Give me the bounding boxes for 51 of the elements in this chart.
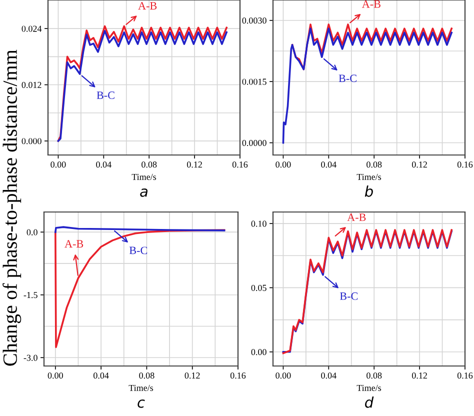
y-tick-label: 0.012 [22, 82, 42, 88]
annotation: B-C [340, 292, 358, 300]
x-axis-title: Time/s [132, 174, 156, 180]
x-tick-label: 0.16 [230, 372, 246, 379]
annotation: A-B [347, 214, 366, 221]
x-tick-label: 0.04 [321, 162, 336, 168]
x-tick-label: 0.12 [187, 162, 202, 168]
x-tick-label: 0.08 [366, 372, 382, 379]
y-tick-label: -3.0 [24, 354, 38, 361]
y-tick-label: -1.5 [24, 292, 38, 298]
y-tick-label: 0.0030 [242, 18, 266, 24]
text: a [140, 188, 148, 197]
x-axis-title: Time/s [128, 384, 154, 391]
x-tick-label: 0.16 [457, 162, 473, 168]
x-tick-label: 0.00 [50, 162, 66, 168]
y-axis-title: Change of phase-to-phase distance/mm [2, 50, 22, 366]
annotation: A-B [362, 0, 380, 8]
y-tick-label: 0.0015 [242, 78, 266, 85]
line-series [282, 28, 452, 144]
annotation: A-B [64, 240, 84, 248]
x-tick-label: 0.00 [276, 162, 291, 168]
annotation: B-C [338, 74, 356, 82]
y-tick-label: 0.00 [251, 349, 266, 356]
x-tick-label: 0.08 [366, 162, 382, 168]
y-tick-label: 0.024 [22, 26, 42, 32]
x-tick-label: 0.12 [412, 372, 427, 379]
annotation: B-C [96, 92, 114, 99]
text: d [365, 396, 374, 408]
x-tick-label: 0.08 [139, 372, 154, 379]
line-series [54, 229, 226, 348]
x-tick-label: 0.16 [457, 372, 473, 379]
x-tick-label: 0.12 [412, 162, 427, 168]
text: c [138, 399, 145, 408]
y-tick-label: 0.000 [22, 138, 42, 144]
x-tick-label: 0.04 [96, 162, 112, 168]
x-axis-title: Time/s [356, 174, 382, 180]
x-axis-title: Time/s [356, 384, 382, 391]
x-tick-label: 0.00 [48, 372, 63, 379]
x-tick-label: 0.08 [142, 162, 157, 168]
x-tick-label: 0.16 [232, 162, 248, 168]
y-tick-label: 0.10 [251, 220, 266, 227]
y-tick-label: 0.0 [26, 229, 38, 236]
x-tick-label: 0.04 [321, 372, 336, 379]
annotation: B-C [129, 246, 148, 254]
annotation: A-B [138, 2, 157, 10]
y-tick-label: 0.05 [251, 284, 266, 291]
text: b [364, 186, 373, 197]
x-tick-label: 0.04 [94, 372, 109, 379]
x-tick-label: 0.00 [276, 372, 291, 379]
y-tick-label: 0.0000 [242, 140, 266, 146]
x-tick-label: 0.12 [184, 372, 200, 379]
